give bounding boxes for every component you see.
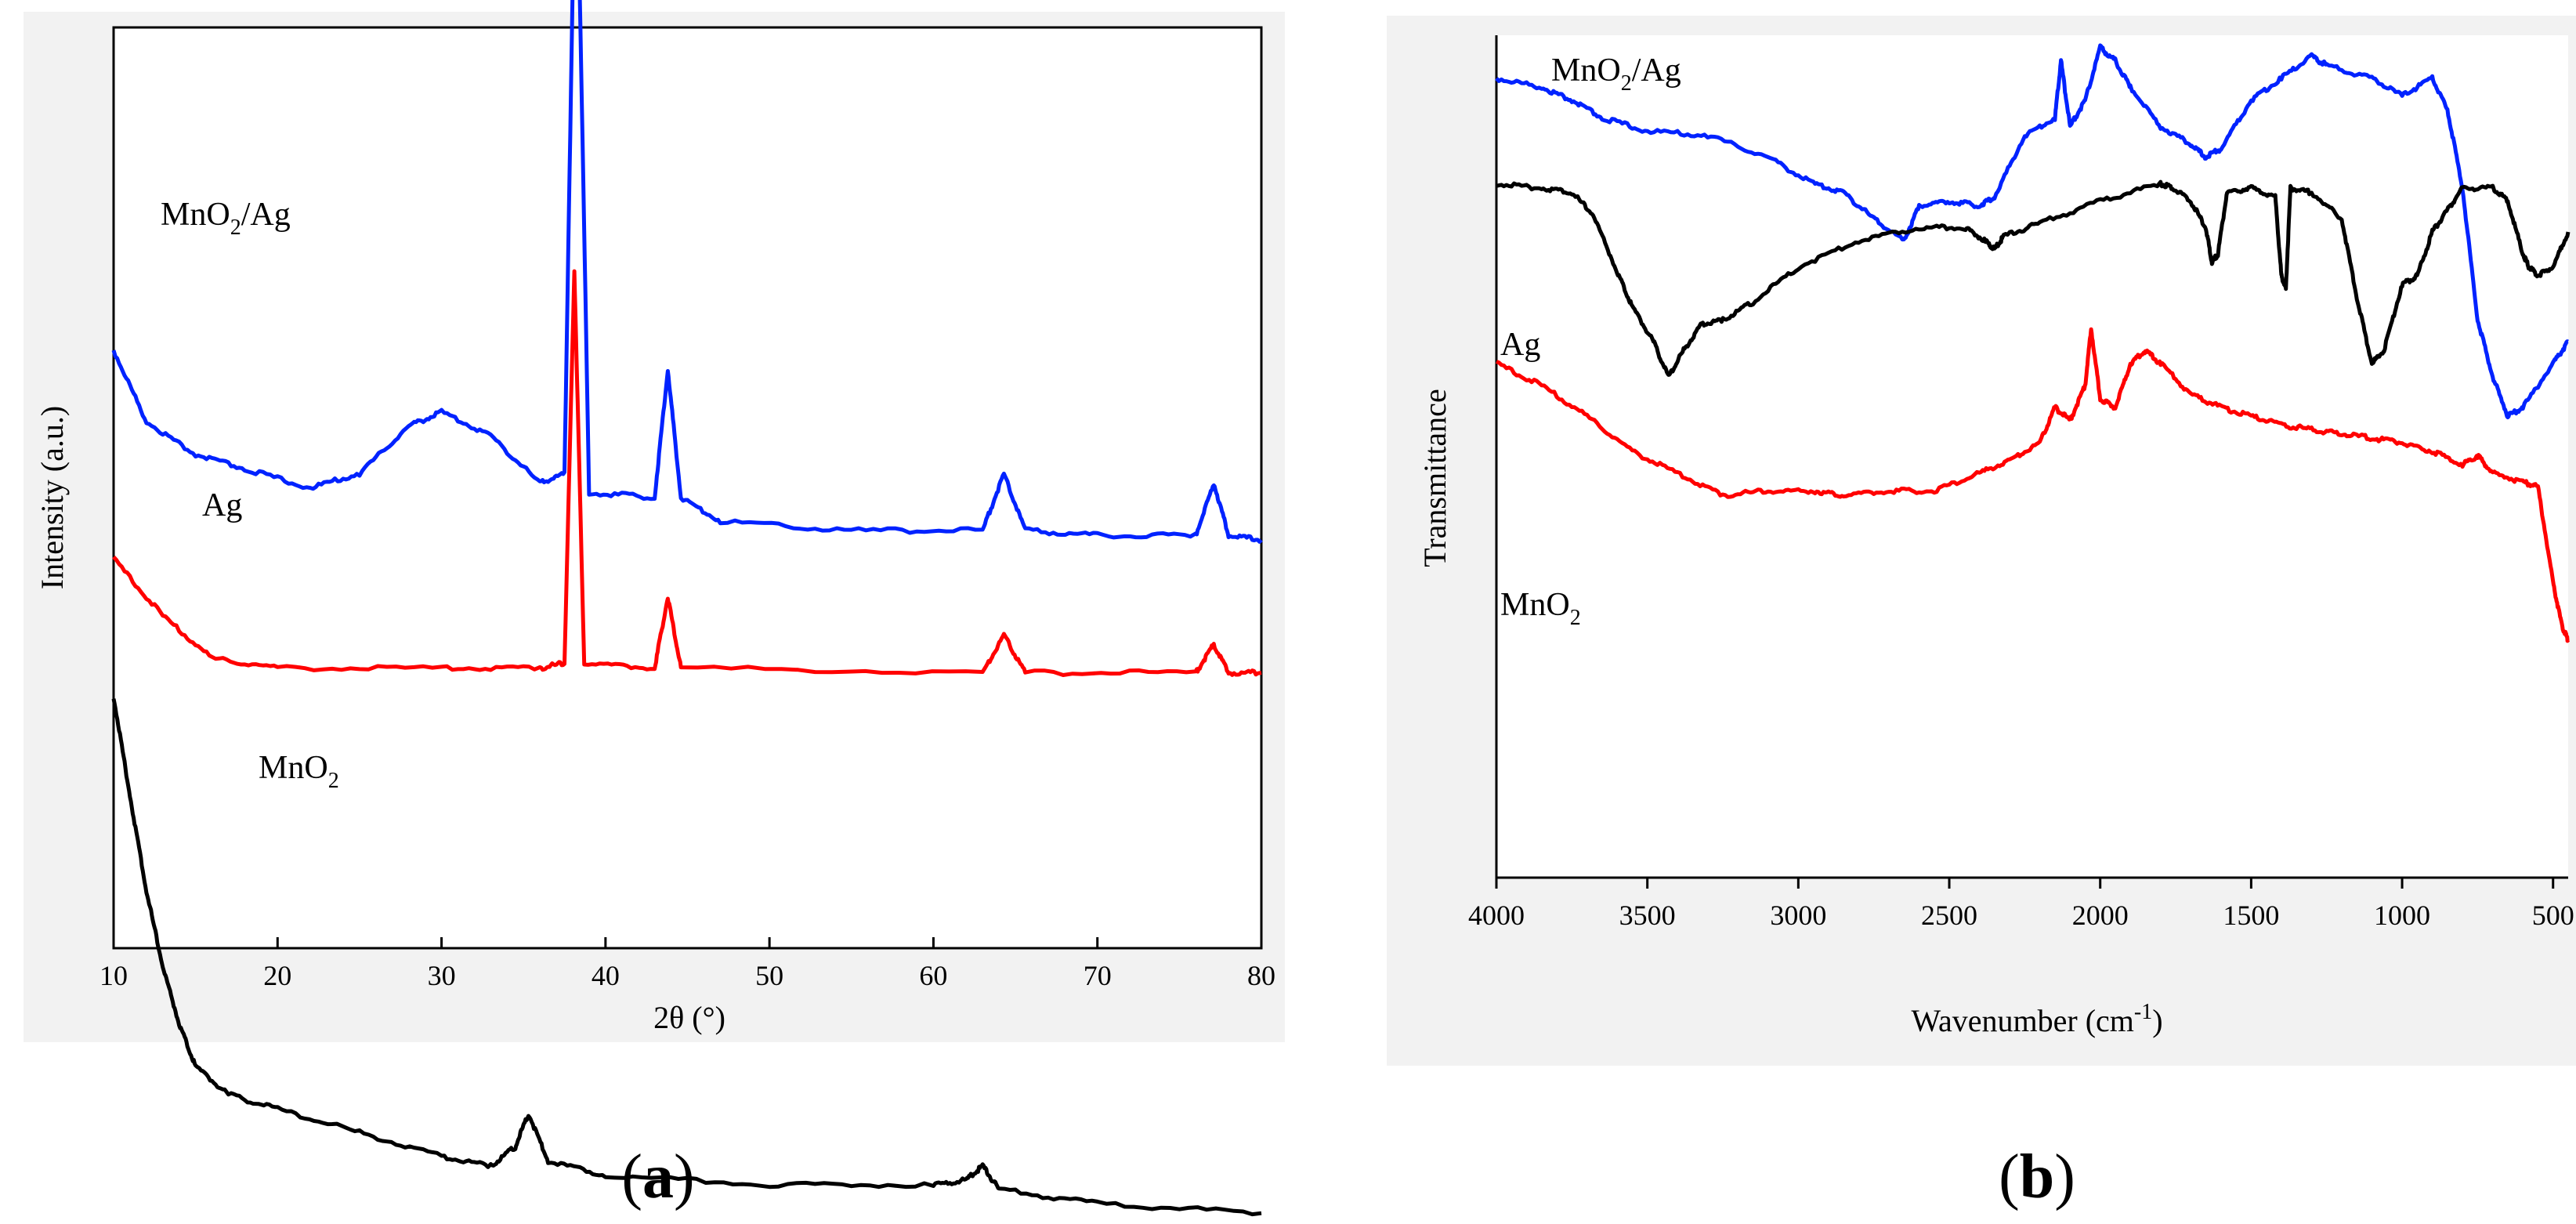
panel-a-x-axis-label: 2θ (°): [653, 1000, 725, 1035]
panel-b-tick-label: 4000: [1468, 900, 1525, 931]
panel-b-tick-label: 2000: [2072, 900, 2129, 931]
panel-a-x-ticks: 10 20 30 40 50 60 70 80: [99, 937, 1275, 991]
panel-a-legend-ag: Ag: [202, 487, 242, 523]
panel-b-tick-label: 3000: [1770, 900, 1826, 931]
panel-a-tick-label: 80: [1247, 960, 1275, 991]
panel-a-legend-mno2: MnO2: [259, 750, 339, 793]
panel-b-legend-mno2: MnO2: [1500, 587, 1581, 630]
panel-a-xrd: 10 20 30 40 50 60 70 80 2θ (°) Intensity (a.u.)…: [24, 0, 1285, 1217]
panel-b-tick-label: 1500: [2223, 900, 2279, 931]
panel-b-y-axis-label: Transmittance: [1417, 389, 1453, 567]
panel-b-series-ag: [1496, 327, 2571, 643]
panel-a-series-mno-ag: [111, 0, 1263, 544]
panel-b-legend-ag: Ag: [1500, 327, 1540, 363]
panel-b-tick-label: 1000: [2374, 900, 2430, 931]
panel-b-ftir: 4000 3500 3000 2500 2000 1500 1000 500 Wavenumb…: [1387, 16, 2576, 1066]
panel-b-series-group: [1495, 43, 2571, 643]
panel-a-caption: (a): [621, 1143, 694, 1211]
panel-a-tick-label: 20: [263, 960, 291, 991]
panel-a-series-mno-: [111, 698, 1262, 1217]
panel-b-legend-mno2-ag: MnO2/Ag: [1551, 53, 1681, 96]
panel-a-series-ag: [112, 269, 1262, 677]
panel-a-tick-label: 30: [428, 960, 456, 991]
panel-b-series-mno-: [1496, 179, 2571, 377]
panel-a-tick-label: 10: [99, 960, 128, 991]
panel-b-tick-label: 2500: [1921, 900, 1977, 931]
panel-a-tick-label: 70: [1084, 960, 1112, 991]
panel-a-tick-label: 50: [755, 960, 783, 991]
panel-a-y-axis-label: Intensity (a.u.): [34, 406, 70, 589]
panel-b-x-axis-label: Wavenumber (cm-1): [1911, 1000, 2162, 1038]
panel-b-x-ticks: 4000 3500 3000 2500 2000 1500 1000 500: [1468, 878, 2574, 931]
panel-a-tick-label: 60: [919, 960, 947, 991]
panel-a-tick-label: 40: [592, 960, 620, 991]
panel-a-legend-mno2-ag: MnO2/Ag: [161, 197, 291, 240]
panel-a-series-group: [111, 0, 1263, 1217]
panel-b-plot-area: [1496, 35, 2568, 878]
panel-b-tick-label: 500: [2532, 900, 2574, 931]
panel-b-caption: (b): [1999, 1143, 2075, 1211]
panel-b-series-mno-ag: [1495, 43, 2570, 420]
panel-b-tick-label: 3500: [1619, 900, 1676, 931]
panel-a-plot-frame: [112, 26, 1263, 950]
